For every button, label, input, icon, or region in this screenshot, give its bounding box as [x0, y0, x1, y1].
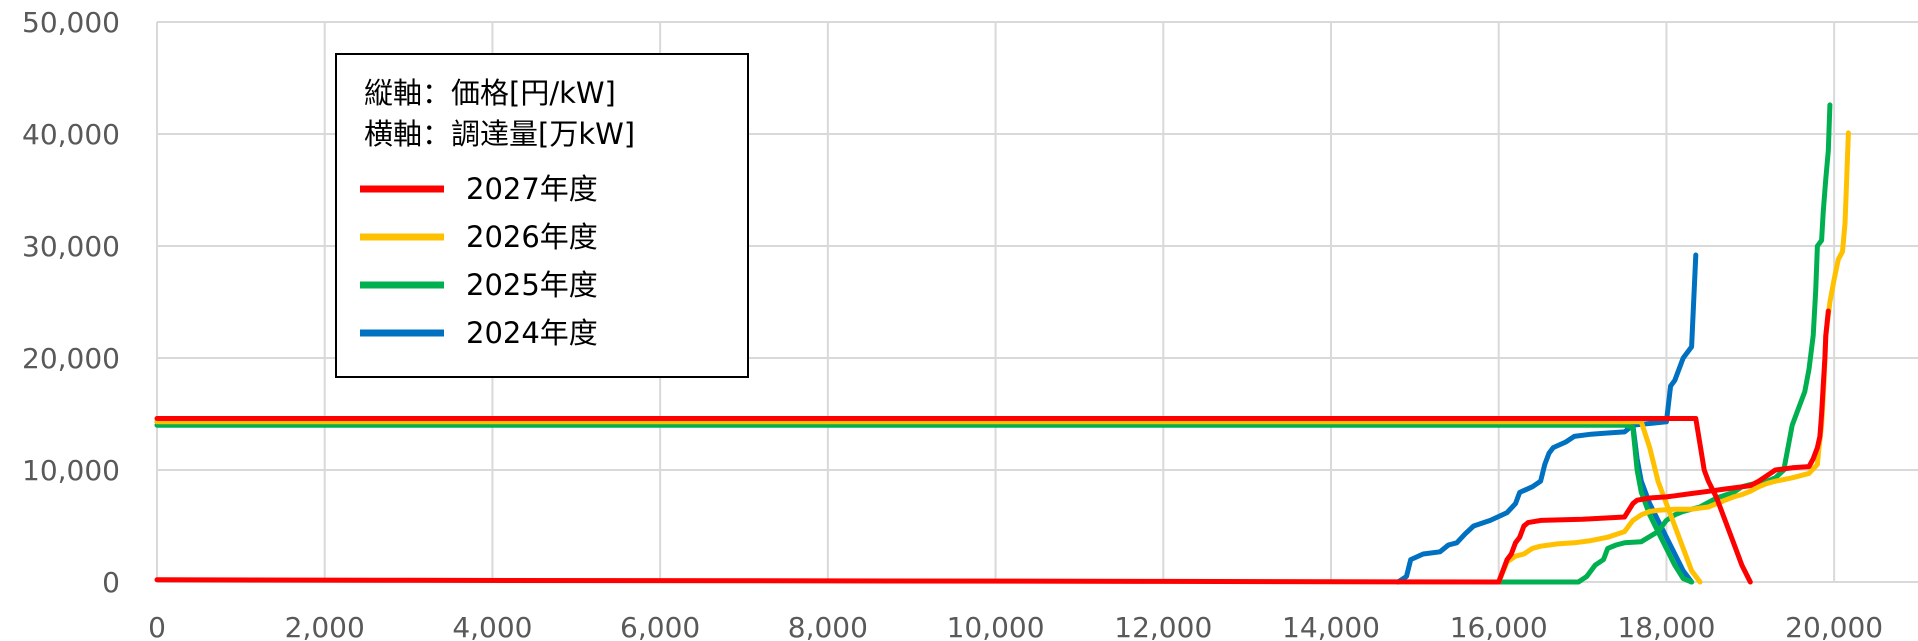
legend-note-horizontal-axis: 横軸：調達量[万kW] [364, 117, 635, 151]
series-line-3-segment-1 [154, 308, 1831, 585]
x-tick-label: 18,000 [1617, 611, 1715, 641]
y-tick-label: 0 [102, 566, 120, 599]
legend-label: 2025年度 [466, 268, 598, 302]
x-tick-label: 16,000 [1450, 611, 1548, 641]
x-tick-label: 8,000 [788, 611, 868, 641]
y-axis: 0 10,000 20,000 30,000 40,000 50,000 [22, 6, 120, 599]
series-line-3-segment-0 [154, 416, 1753, 585]
x-tick-label: 20,000 [1785, 611, 1883, 641]
legend-note-vertical-axis: 縦軸：価格[円/kW] [364, 76, 616, 110]
y-tick-label: 40,000 [22, 118, 120, 151]
legend-label: 2024年度 [466, 316, 598, 350]
series-line-2-segment-0 [154, 419, 1703, 585]
x-tick-label: 14,000 [1282, 611, 1380, 641]
legend: 縦軸：価格[円/kW] 横軸：調達量[万kW] 2027年度 2026年度 2025… [335, 53, 749, 378]
y-tick-label: 10,000 [22, 454, 120, 487]
legend-box [335, 53, 749, 378]
x-tick-label: 0 [148, 611, 166, 641]
x-tick-label: 10,000 [947, 611, 1045, 641]
y-tick-label: 50,000 [22, 6, 120, 39]
legend-label: 2027年度 [466, 172, 598, 206]
series-layer [154, 102, 1851, 585]
y-tick-label: 20,000 [22, 342, 120, 375]
series-line-1-segment-0 [154, 422, 1695, 585]
legend-items: 2027年度 2026年度 2025年度 2024年度 [360, 172, 598, 350]
y-tick-label: 30,000 [22, 230, 120, 263]
legend-label: 2026年度 [466, 220, 598, 254]
x-tick-label: 4,000 [452, 611, 532, 641]
x-tick-label: 12,000 [1114, 611, 1212, 641]
x-axis: 0 2,000 4,000 6,000 8,000 10,000 12,000 14,000 1… [148, 611, 1883, 641]
x-tick-label: 2,000 [285, 611, 365, 641]
x-tick-label: 6,000 [620, 611, 700, 641]
